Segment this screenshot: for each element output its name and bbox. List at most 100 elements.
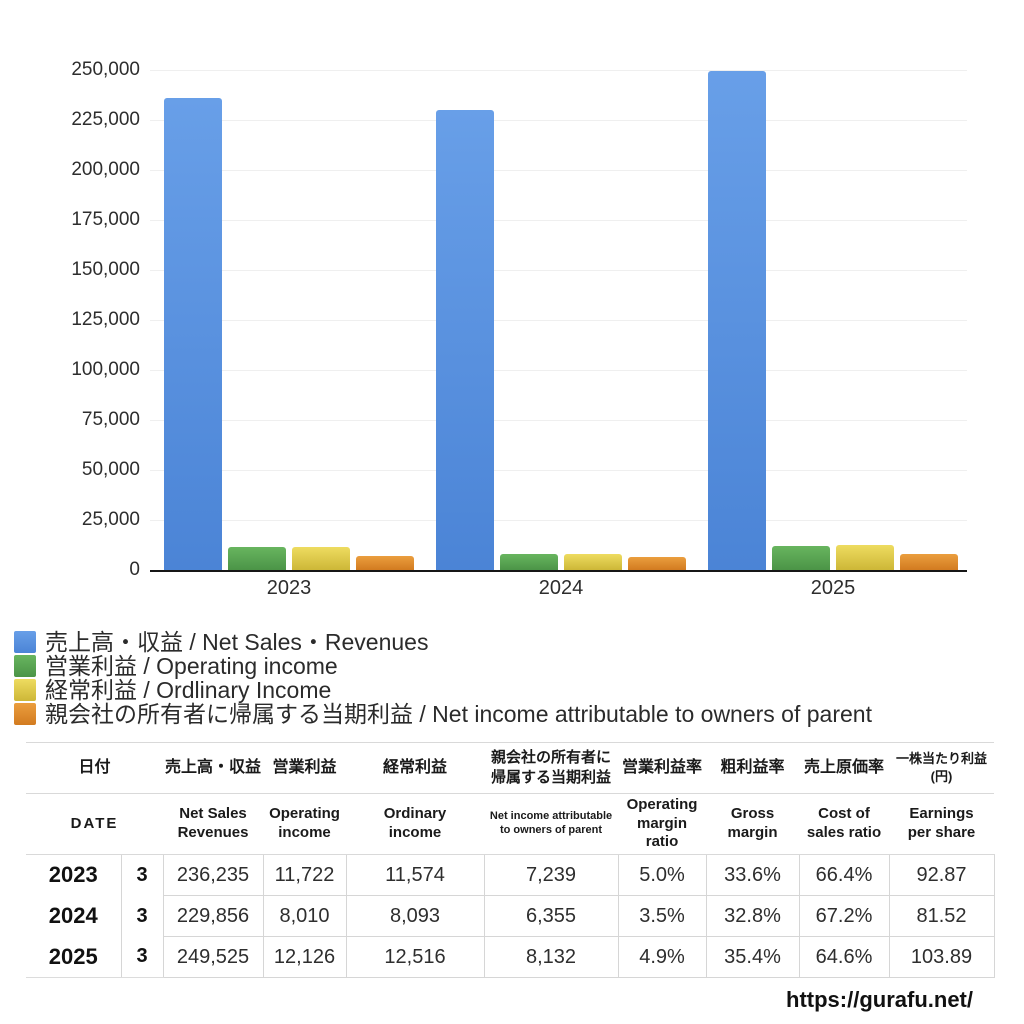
gridline — [150, 220, 967, 221]
value-cell: 7,239 — [484, 854, 619, 896]
legend-swatch-ordinary-income — [14, 679, 36, 701]
value-cell: 33.6% — [706, 854, 800, 896]
value-cell: 8,132 — [484, 936, 619, 978]
bar-ordinary-income-2025 — [836, 545, 894, 570]
chart-legend: 売上高・収益 / Net Sales・Revenues 営業利益 / Operat… — [14, 630, 872, 726]
header-cell-ja: 粗利益率 — [706, 742, 800, 794]
bar-net-sales-2024 — [436, 110, 494, 570]
y-axis-tick-label: 50,000 — [81, 459, 140, 480]
value-cell: 249,525 — [163, 936, 264, 978]
header-cell-ja: 売上高・収益 — [163, 742, 264, 794]
y-axis-tick-label: 150,000 — [71, 259, 140, 280]
value-cell: 11,722 — [263, 854, 347, 896]
gridline — [150, 320, 967, 321]
value-cell: 12,126 — [263, 936, 347, 978]
gridline — [150, 370, 967, 371]
table-header-row-en: DATE Net Sales Revenues Operating income Or… — [26, 793, 995, 855]
value-cell: 12,516 — [346, 936, 485, 978]
month-cell: 3 — [121, 895, 164, 937]
y-axis-tick-label: 0 — [129, 559, 140, 580]
header-cell-en: Operating income — [263, 793, 347, 855]
gridline — [150, 420, 967, 421]
value-cell: 32.8% — [706, 895, 800, 937]
legend-swatch-net-income-parent — [14, 703, 36, 725]
header-cell-en: Ordinary income — [346, 793, 485, 855]
value-cell: 103.89 — [889, 936, 995, 978]
year-cell: 2023 — [26, 854, 122, 896]
bar-net-sales-2025 — [708, 71, 766, 570]
y-axis-tick-label: 200,000 — [71, 159, 140, 180]
x-axis-label-2023: 2023 — [266, 577, 312, 599]
y-axis-tick-label: 175,000 — [71, 209, 140, 230]
bar-operating-income-2024 — [500, 554, 558, 570]
value-cell: 4.9% — [618, 936, 707, 978]
legend-swatch-operating-income — [14, 655, 36, 677]
y-axis-tick-label: 100,000 — [71, 359, 140, 380]
header-cell-ja: 経常利益 — [346, 742, 485, 794]
header-cell-ja: 営業利益率 — [618, 742, 707, 794]
legend-label-net-income-parent: 親会社の所有者に帰属する当期利益 / Net income attributab… — [45, 701, 872, 727]
header-cell-en: Gross margin — [706, 793, 800, 855]
table-row-2025: 2025 3 249,525 12,126 12,516 8,132 4.9% 35.4% 64… — [26, 936, 995, 978]
y-axis-tick-label: 125,000 — [71, 309, 140, 330]
header-cell-date-ja: 日付 — [26, 742, 164, 794]
header-cell-ja: 親会社の所有者に 帰属する当期利益 — [484, 742, 619, 794]
header-cell-en: Net Sales Revenues — [163, 793, 264, 855]
header-cell-ja: 一株当たり利益 (円) — [889, 742, 995, 794]
header-cell-en: Earnings per share — [889, 793, 995, 855]
value-cell: 92.87 — [889, 854, 995, 896]
month-cell: 3 — [121, 936, 164, 978]
value-cell: 3.5% — [618, 895, 707, 937]
value-cell: 66.4% — [799, 854, 890, 896]
value-cell: 11,574 — [346, 854, 485, 896]
year-cell: 2024 — [26, 895, 122, 937]
value-cell: 67.2% — [799, 895, 890, 937]
x-axis-label-2024: 2024 — [538, 577, 584, 599]
value-cell: 5.0% — [618, 854, 707, 896]
y-axis-tick-label: 225,000 — [71, 109, 140, 130]
year-cell: 2025 — [26, 936, 122, 978]
table-row-2024: 2024 3 229,856 8,010 8,093 6,355 3.5% 32.8% 67.2… — [26, 895, 995, 937]
legend-item-net-income-parent: 親会社の所有者に帰属する当期利益 / Net income attributab… — [14, 702, 872, 726]
gridline — [150, 470, 967, 471]
value-cell: 81.52 — [889, 895, 995, 937]
gridline — [150, 170, 967, 171]
value-cell: 35.4% — [706, 936, 800, 978]
bar-net-income-parent-2024 — [628, 557, 686, 570]
value-cell: 8,010 — [263, 895, 347, 937]
month-cell: 3 — [121, 854, 164, 896]
financial-table: 日付 売上高・収益 営業利益 経常利益 親会社の所有者に 帰属する当期利益 営業利益率 粗利… — [26, 742, 995, 978]
legend-item-ordinary-income: 経常利益 / Ordlinary Income — [14, 678, 872, 702]
header-cell-en: Operating margin ratio — [618, 793, 707, 855]
header-cell-ja: 売上原価率 — [799, 742, 890, 794]
bar-net-sales-2023 — [164, 98, 222, 570]
legend-item-net-sales: 売上高・収益 / Net Sales・Revenues — [14, 630, 872, 654]
header-cell-en: Net income attributable to owners of par… — [484, 793, 619, 855]
value-cell: 64.6% — [799, 936, 890, 978]
value-cell: 8,093 — [346, 895, 485, 937]
value-cell: 236,235 — [163, 854, 264, 896]
bar-ordinary-income-2024 — [564, 554, 622, 570]
legend-swatch-net-sales — [14, 631, 36, 653]
x-axis-label-2025: 2025 — [810, 577, 856, 599]
gridline — [150, 270, 967, 271]
gridline — [150, 70, 967, 71]
gridline — [150, 520, 967, 521]
y-axis-tick-label: 25,000 — [81, 509, 140, 530]
table-header-row-ja: 日付 売上高・収益 営業利益 経常利益 親会社の所有者に 帰属する当期利益 営業利益率 粗利… — [26, 742, 995, 794]
legend-label-net-sales: 売上高・収益 / Net Sales・Revenues — [45, 629, 429, 655]
header-cell-ja: 営業利益 — [263, 742, 347, 794]
value-cell: 6,355 — [484, 895, 619, 937]
gridline — [150, 120, 967, 121]
bar-operating-income-2023 — [228, 547, 286, 570]
y-axis-tick-label: 250,000 — [71, 59, 140, 80]
header-cell-en: Cost of sales ratio — [799, 793, 890, 855]
legend-label-operating-income: 営業利益 / Operating income — [45, 653, 338, 679]
legend-item-operating-income: 営業利益 / Operating income — [14, 654, 872, 678]
value-cell: 229,856 — [163, 895, 264, 937]
table-row-2023: 2023 3 236,235 11,722 11,574 7,239 5.0% 33.6% 66… — [26, 854, 995, 896]
header-cell-date-en: DATE — [26, 793, 164, 855]
legend-label-ordinary-income: 経常利益 / Ordlinary Income — [45, 677, 332, 703]
bar-chart: 0 25,000 50,000 75,000 100,000 125,000 150,000… — [71, 59, 967, 599]
